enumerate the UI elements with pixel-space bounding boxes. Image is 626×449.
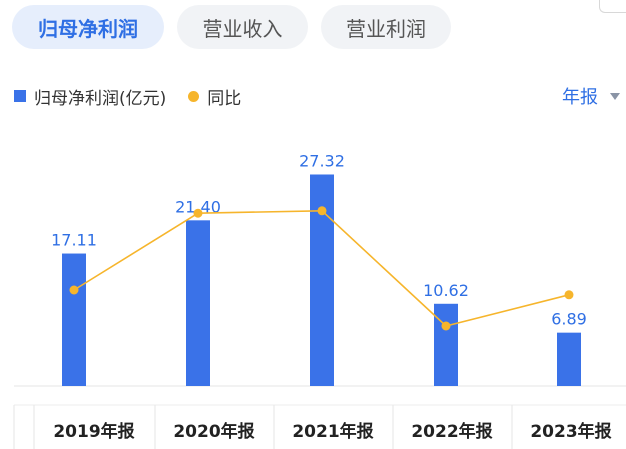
caret-down-icon bbox=[610, 92, 620, 100]
yoy-point-3 bbox=[441, 321, 451, 331]
period-label: 年报 bbox=[562, 87, 598, 108]
corner-divider bbox=[599, 0, 626, 13]
bar-value-label-0: 17.11 bbox=[51, 231, 97, 250]
tab-revenue[interactable]: 营业收入 bbox=[177, 5, 308, 49]
category-label-1: 2020年报 bbox=[173, 421, 254, 442]
yoy-point-2 bbox=[317, 206, 327, 216]
bar-3 bbox=[434, 303, 458, 386]
bar-value-label-1: 21.40 bbox=[175, 197, 221, 216]
period-selector[interactable]: 年报 bbox=[562, 84, 620, 108]
line-legend-label: 同比 bbox=[207, 88, 242, 109]
bar-0 bbox=[62, 253, 86, 386]
yoy-point-4 bbox=[564, 290, 574, 300]
yoy-point-1 bbox=[193, 208, 203, 218]
bar-1 bbox=[186, 220, 210, 386]
tab-operating-profit[interactable]: 营业利润 bbox=[321, 5, 451, 49]
bar-value-label-2: 27.32 bbox=[299, 151, 345, 170]
category-label-3: 2022年报 bbox=[411, 421, 492, 442]
category-label-4: 2023年报 bbox=[530, 421, 611, 442]
line-legend-swatch bbox=[188, 90, 200, 102]
bar-value-label-3: 10.62 bbox=[423, 281, 469, 300]
category-label-2: 2021年报 bbox=[292, 421, 373, 442]
category-label-0: 2019年报 bbox=[53, 421, 134, 442]
bar-legend-label: 归母净利润(亿元) bbox=[34, 88, 167, 109]
yoy-point-0 bbox=[69, 285, 79, 295]
bar-value-label-4: 6.89 bbox=[551, 310, 587, 329]
chart-legend: 归母净利润(亿元) 同比 bbox=[14, 84, 242, 109]
bar-legend-swatch bbox=[14, 90, 26, 102]
tab-net-profit[interactable]: 归母净利润 bbox=[12, 5, 164, 49]
bar-2 bbox=[310, 174, 334, 386]
bar-4 bbox=[557, 332, 581, 386]
